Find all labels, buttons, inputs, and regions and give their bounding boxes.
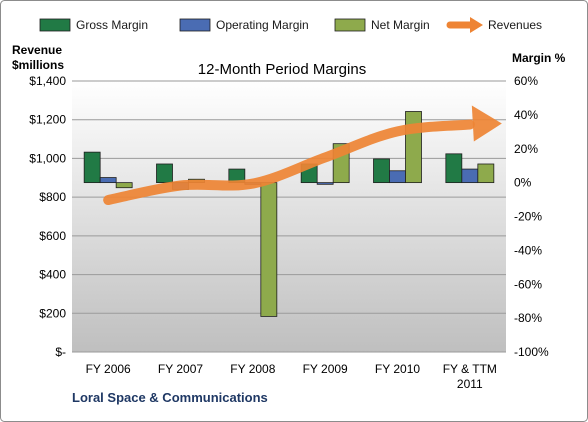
left-tick-label: $200 <box>39 306 66 320</box>
right-tick-label: 60% <box>514 74 538 88</box>
bar <box>405 111 422 184</box>
gridlines <box>72 80 506 353</box>
right-tick-label: -40% <box>514 243 542 257</box>
bar <box>477 163 495 184</box>
revenue-line-layer <box>103 105 502 206</box>
right-tick-label: 20% <box>514 142 538 156</box>
left-tick-label: $400 <box>39 268 66 282</box>
category-label: FY 2006 <box>86 362 131 376</box>
right-tick-label: -60% <box>514 277 542 291</box>
left-tick-label: $- <box>55 345 66 359</box>
left-tick-label: $1,400 <box>29 74 66 88</box>
category-label: FY & TTM <box>443 362 497 376</box>
legend: Gross Margin Operating Margin Net Margin Re… <box>39 17 542 33</box>
legend-label: Net Margin <box>371 18 430 32</box>
left-tick-label: $800 <box>39 190 66 204</box>
bar <box>156 163 173 184</box>
left-axis-title-line1: Revenue <box>12 43 62 57</box>
left-tick-label: $600 <box>39 229 66 243</box>
category-label-line2: 2011 <box>457 377 483 391</box>
revenue-arrowhead <box>471 105 502 142</box>
chart-title: 12-Month Period Margins <box>198 61 366 78</box>
legend-swatch <box>179 18 211 32</box>
bar <box>83 151 101 184</box>
legend-swatch <box>39 18 71 32</box>
left-axis-title-line2: $millions <box>12 58 64 72</box>
right-tick-label: -100% <box>514 345 549 359</box>
bar <box>260 182 278 317</box>
category-label: FY 2009 <box>303 362 348 376</box>
revenue-line <box>103 119 475 206</box>
bar <box>389 170 406 184</box>
bar <box>461 168 479 184</box>
category-labels: FY 2006 FY 2007 FY 2008 FY 2009 FY 2010 FY & … <box>86 362 497 391</box>
right-tick-label: -80% <box>514 311 542 325</box>
bar <box>115 182 133 189</box>
left-tick-label: $1,000 <box>29 151 66 165</box>
legend-label: Operating Margin <box>216 18 309 32</box>
company-name: Loral Space & Communications <box>72 390 268 405</box>
left-tick-label: $1,200 <box>29 113 66 127</box>
right-axis-ticks: -100% -80% -60% -40% -20% 0% 20% 40% 60% <box>514 74 549 359</box>
legend-swatch <box>334 18 366 32</box>
right-axis-title: Margin % <box>512 51 566 65</box>
legend-label: Revenues <box>488 18 542 32</box>
category-label: FY 2010 <box>375 362 420 376</box>
legend-label: Gross Margin <box>76 18 148 32</box>
category-label: FY 2008 <box>230 362 275 376</box>
left-axis-ticks: $- $200 $400 $600 $800 $1,000 $1,200 $1,400 <box>29 74 66 359</box>
right-tick-label: 40% <box>514 108 538 122</box>
bar <box>316 182 334 185</box>
bar <box>99 177 117 184</box>
right-tick-label: -20% <box>514 210 542 224</box>
legend-arrow <box>470 17 483 33</box>
right-tick-label: 0% <box>514 176 532 190</box>
category-label: FY 2007 <box>158 362 203 376</box>
bar <box>373 158 390 184</box>
bar <box>445 153 463 184</box>
